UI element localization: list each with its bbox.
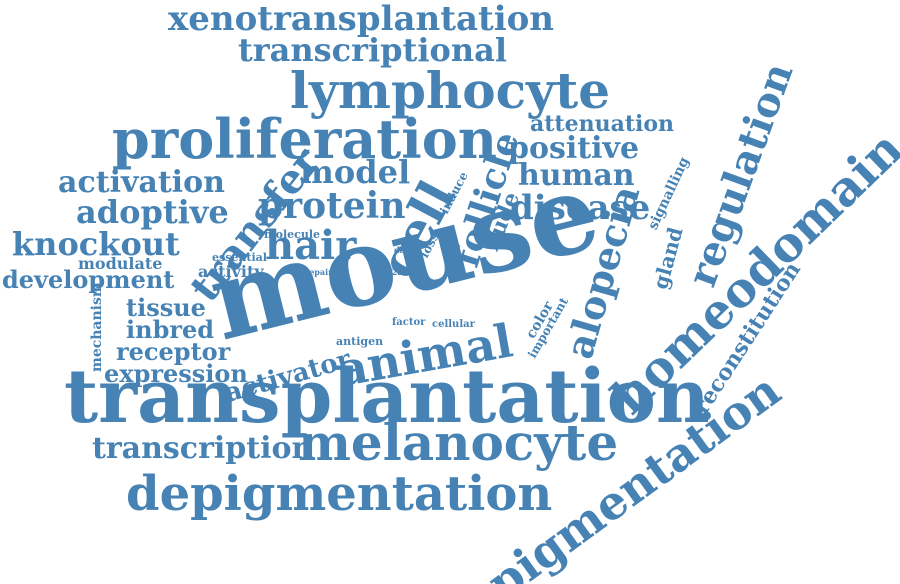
word-factor: factor bbox=[392, 317, 426, 328]
word-positive: positive bbox=[508, 131, 640, 166]
word-activity: activity bbox=[198, 262, 264, 281]
word-xenotransplantation: xenotransplantation bbox=[168, 0, 555, 39]
word-depigmentation: depigmentation bbox=[126, 466, 553, 522]
word-adoptive: adoptive bbox=[76, 193, 229, 231]
word-transcription: transcription bbox=[92, 431, 314, 466]
word-signalling: signalling bbox=[645, 154, 693, 233]
word-inbred: inbred bbox=[126, 315, 215, 344]
word-modulate: modulate bbox=[78, 254, 163, 273]
word-molecule: molecule bbox=[264, 228, 321, 241]
word-receptor: receptor bbox=[116, 337, 231, 366]
word-transcriptional: transcriptional bbox=[238, 31, 507, 69]
word-development: development bbox=[2, 265, 175, 294]
word-gli2a: gli2a bbox=[380, 267, 403, 277]
word-repair: repair bbox=[305, 267, 333, 277]
word-disease: disease bbox=[510, 188, 651, 228]
word-cellular: cellular bbox=[432, 319, 475, 330]
word-lymphocyte: lymphocyte bbox=[290, 61, 611, 120]
word-expression: expression bbox=[104, 359, 248, 388]
word-activation: activation bbox=[58, 165, 225, 200]
word-tissue: tissue bbox=[126, 293, 206, 322]
word-hair: hair bbox=[265, 222, 357, 269]
word-gland: gland bbox=[648, 224, 688, 292]
word-model: model bbox=[300, 153, 411, 191]
word-attenuation: attenuation bbox=[530, 111, 675, 137]
word-transplantation: transplantation bbox=[64, 354, 710, 440]
word-essential: essential bbox=[212, 251, 267, 264]
word-knockout: knockout bbox=[12, 225, 180, 263]
word-protein: protein bbox=[258, 185, 406, 227]
word-human: human bbox=[518, 158, 635, 193]
word-antigen: antigen bbox=[336, 335, 384, 348]
word-melanocyte: melanocyte bbox=[298, 413, 619, 472]
word-data: data bbox=[394, 245, 414, 255]
word-proliferation: proliferation bbox=[112, 107, 498, 171]
